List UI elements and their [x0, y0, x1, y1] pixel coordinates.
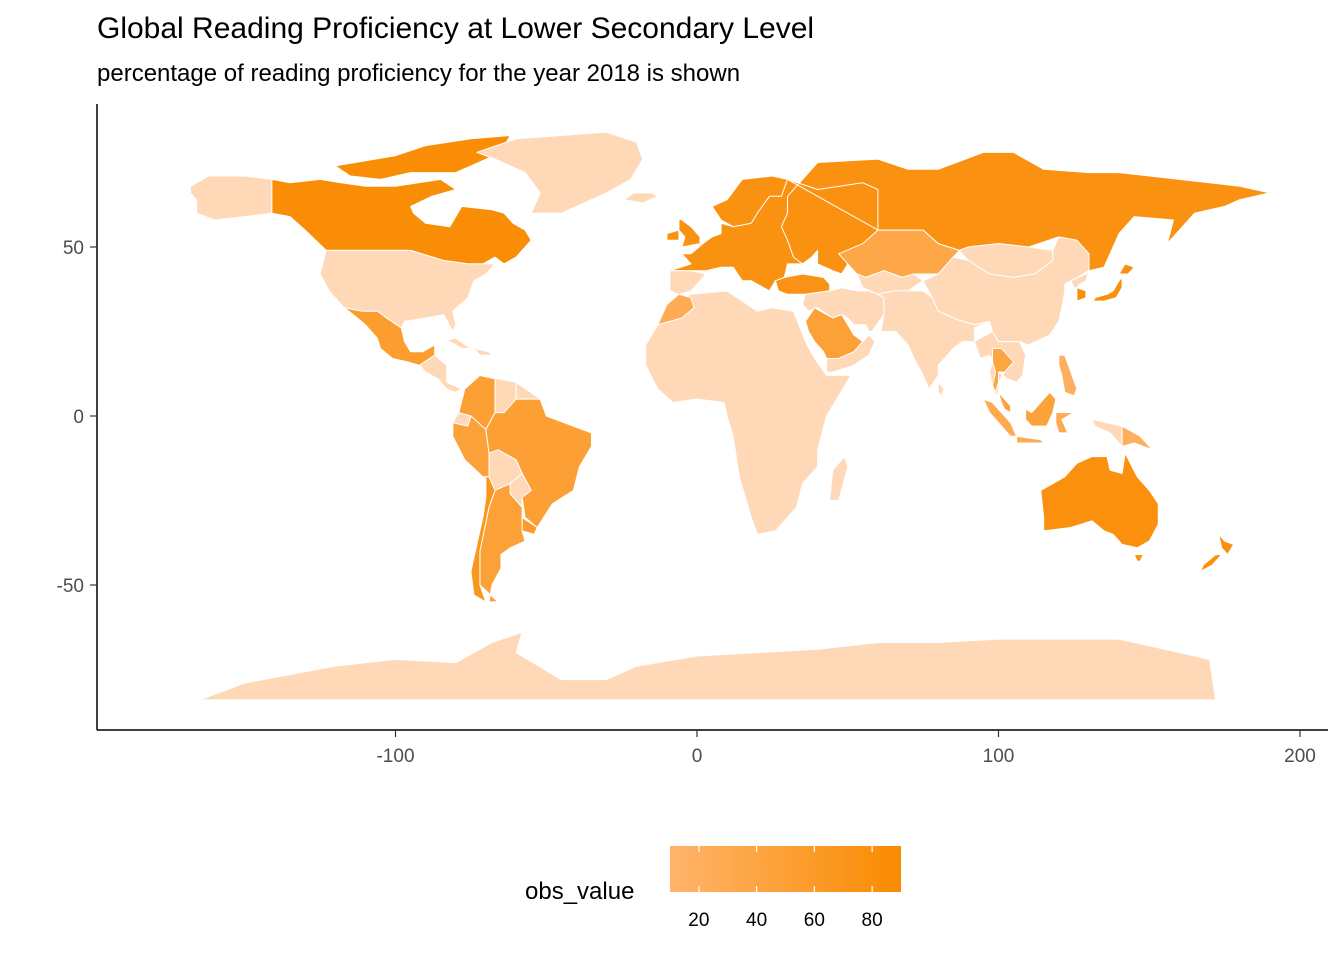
- y-tick-label: 50: [63, 238, 84, 259]
- region-uk: [678, 216, 701, 248]
- x-axis-ticks: -100 0 100 200: [376, 730, 1316, 767]
- region-turkey: [774, 273, 831, 295]
- region-philippines: [1058, 354, 1078, 397]
- region-arctic-islands: [334, 135, 511, 180]
- x-tick-label: -100: [376, 746, 414, 767]
- region-australia: [1040, 452, 1159, 549]
- x-tick-label: 0: [692, 746, 703, 767]
- legend-tick-label: 60: [804, 910, 825, 931]
- chart-subtitle: percentage of reading proficiency for th…: [97, 60, 741, 87]
- region-mexico: [343, 307, 436, 366]
- region-nz-north: [1218, 533, 1235, 556]
- y-tick-label: -50: [57, 576, 84, 597]
- region-alaska: [190, 175, 273, 221]
- region-iberia: [669, 270, 707, 295]
- region-java: [1016, 435, 1045, 444]
- region-scandinavia: [711, 175, 788, 228]
- legend-tick-label: 20: [688, 910, 709, 931]
- region-chile: [470, 476, 496, 603]
- region-tasmania: [1133, 554, 1144, 562]
- region-south-asia: [877, 290, 990, 390]
- map-land: [190, 131, 1271, 701]
- region-russia: [780, 151, 1271, 275]
- region-morocco: [657, 293, 695, 326]
- region-cuba: [440, 337, 472, 349]
- region-greenland: [476, 131, 644, 214]
- region-sumatra: [982, 398, 1018, 437]
- legend-colorbar: [670, 846, 901, 892]
- region-ireland: [666, 229, 680, 241]
- legend-title: obs_value: [525, 878, 634, 905]
- region-yemen-oman: [826, 334, 876, 373]
- region-sulawesi: [1055, 412, 1075, 434]
- region-north-korea: [1070, 270, 1090, 289]
- region-thailand: [992, 347, 1015, 393]
- y-tick-label: 0: [73, 407, 84, 428]
- region-hispaniola: [473, 347, 493, 356]
- region-sri-lanka: [937, 381, 945, 397]
- region-baja: [343, 307, 366, 339]
- region-korea: [1076, 287, 1087, 302]
- legend-tick-label: 80: [862, 910, 883, 931]
- legend-tick-label: 40: [746, 910, 767, 931]
- region-iceland: [624, 192, 659, 204]
- legend: obs_value 20 40 60 80: [525, 846, 901, 931]
- region-borneo: [1025, 391, 1057, 427]
- region-malaysia: [998, 391, 1012, 414]
- x-tick-label: 100: [983, 746, 1015, 767]
- chart-title: Global Reading Proficiency at Lower Seco…: [97, 12, 815, 45]
- legend-ticks: 20 40 60 80: [688, 846, 883, 931]
- region-png: [1121, 425, 1153, 451]
- x-tick-label: 200: [1284, 746, 1316, 767]
- region-madagascar: [829, 456, 849, 501]
- region-africa: [645, 290, 852, 535]
- region-nz-south: [1200, 554, 1223, 572]
- region-japan: [1088, 276, 1123, 312]
- region-antarctica: [199, 631, 1217, 701]
- y-axis-ticks: 50 0 -50: [57, 238, 97, 597]
- region-hokkaido: [1118, 263, 1135, 275]
- region-central-america: [419, 354, 463, 393]
